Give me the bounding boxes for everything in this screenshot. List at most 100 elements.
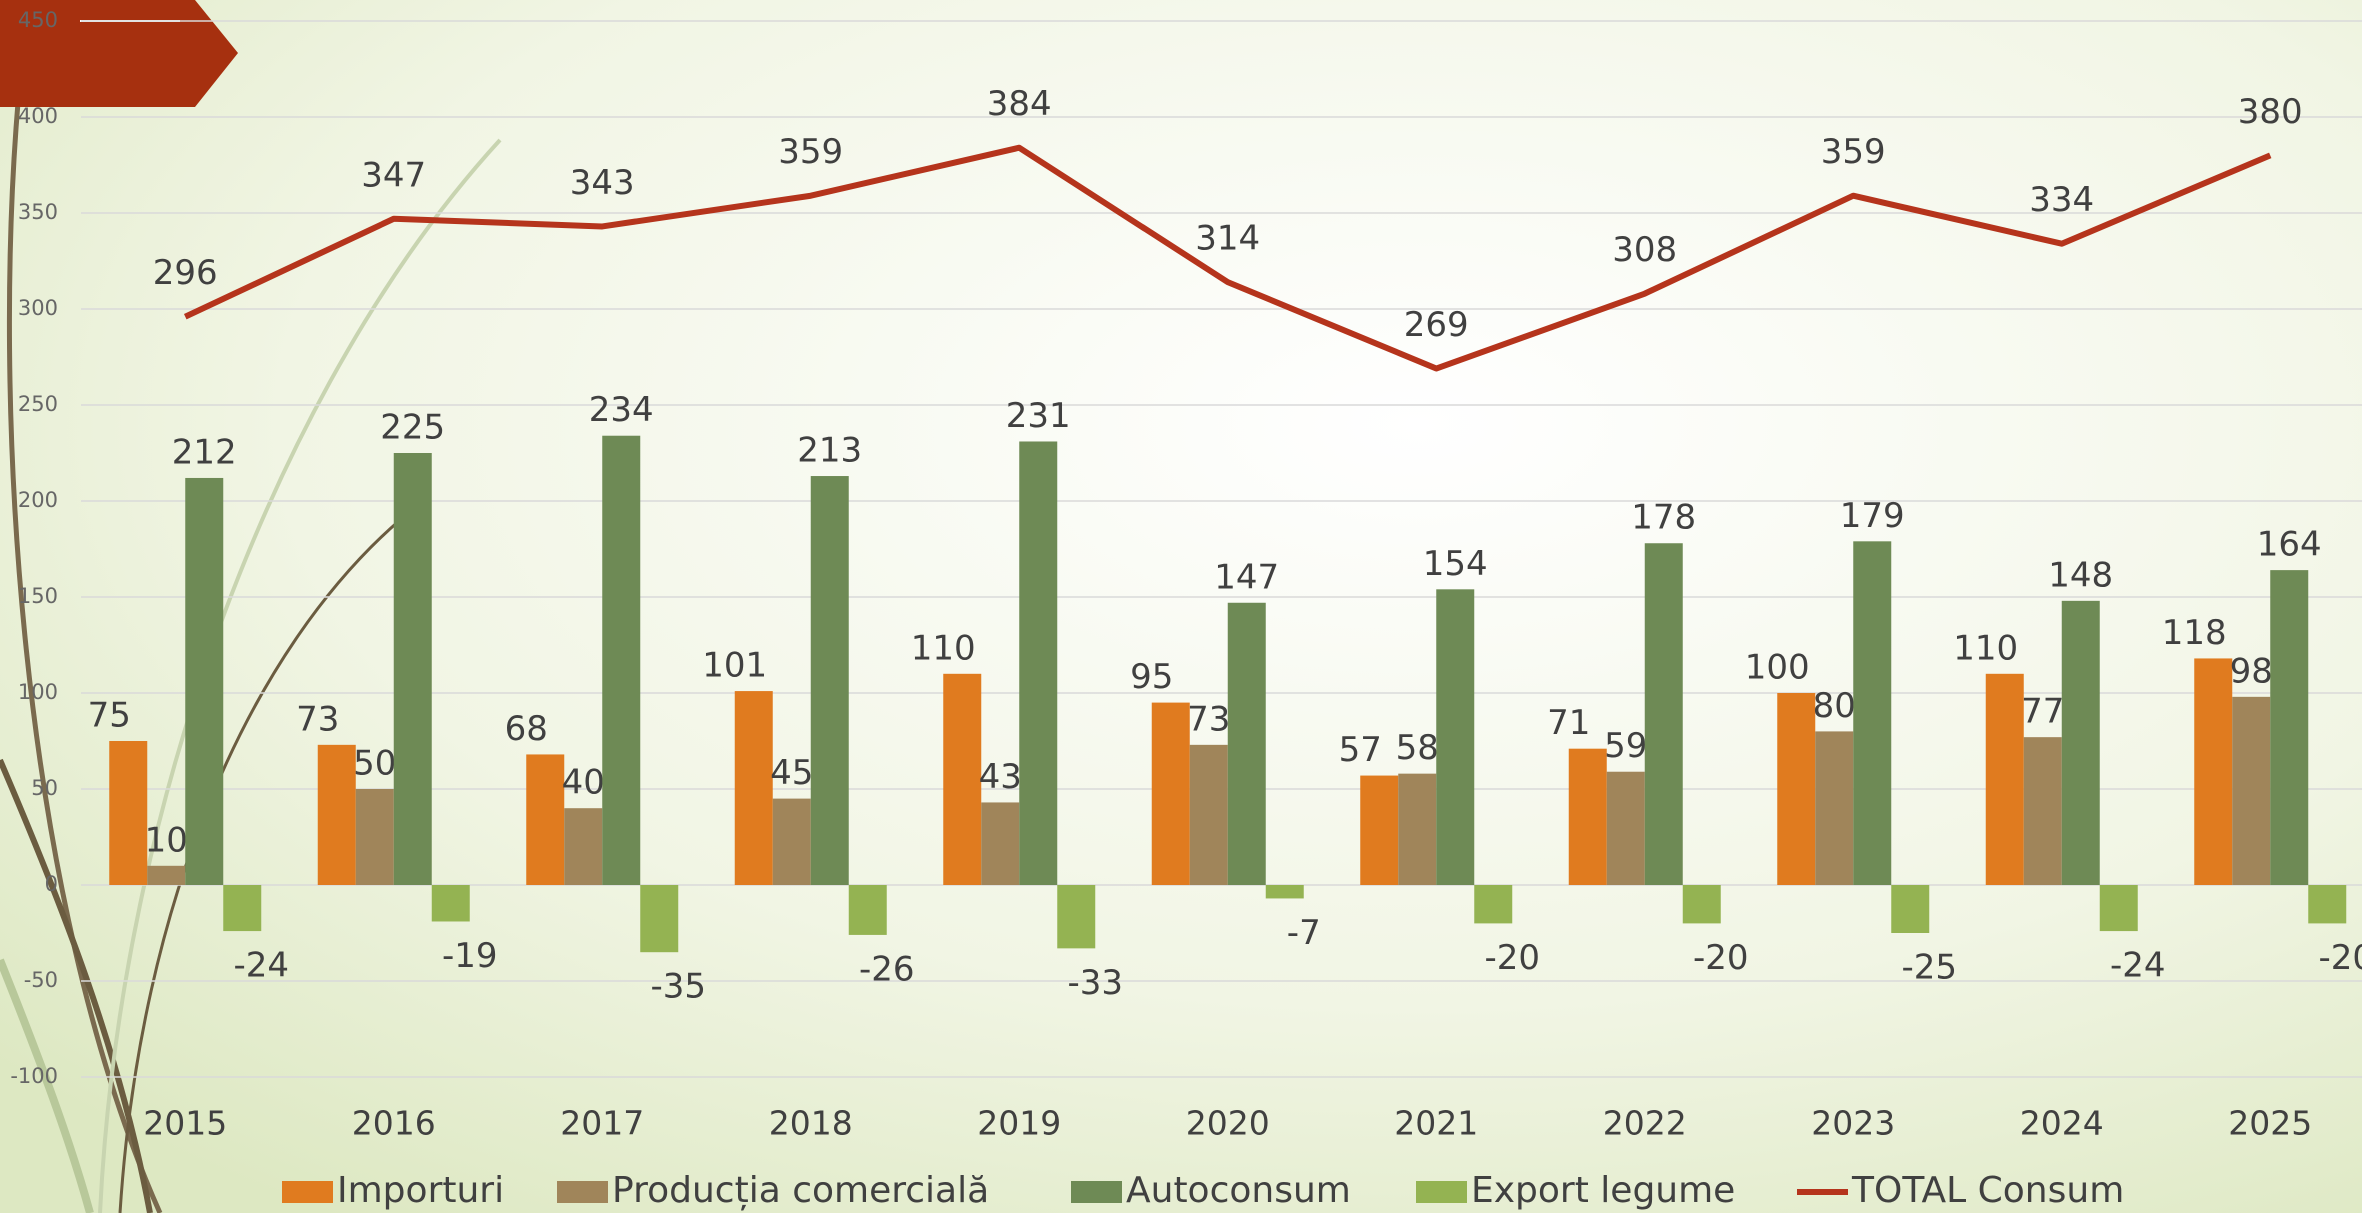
bar — [848, 885, 887, 935]
data-label: 110 — [1953, 628, 2018, 668]
data-label: 43 — [979, 757, 1022, 797]
bar — [2061, 600, 2100, 885]
data-label: 359 — [1821, 132, 1886, 172]
data-label: 343 — [570, 163, 635, 203]
data-label: 98 — [2230, 651, 2273, 691]
y-tick-label: 350 — [18, 200, 58, 224]
bar — [1436, 589, 1475, 885]
bar — [355, 789, 394, 885]
bar — [1644, 543, 1683, 885]
y-tick-label: 400 — [18, 104, 58, 128]
bar — [1777, 693, 1816, 885]
x-tick-label: 2020 — [1186, 1104, 1270, 1143]
data-label: 154 — [1423, 544, 1488, 584]
data-label: 179 — [1840, 496, 1905, 536]
data-label: -26 — [859, 949, 915, 989]
bar — [640, 885, 679, 953]
bar — [1853, 541, 1892, 885]
bar — [2270, 570, 2309, 885]
bar — [734, 691, 773, 885]
data-label: -24 — [2110, 946, 2166, 986]
data-label: 296 — [153, 253, 218, 293]
bar — [2023, 737, 2062, 885]
x-tick-label: 2016 — [352, 1104, 436, 1143]
data-label: 58 — [1396, 728, 1439, 768]
data-label: 359 — [778, 132, 843, 172]
bar — [526, 754, 565, 885]
y-tick-label: 450 — [18, 8, 58, 32]
data-label: 118 — [2162, 613, 2227, 653]
data-label: 334 — [2029, 180, 2094, 220]
x-tick-label: 2019 — [977, 1104, 1061, 1143]
y-tick-label: 0 — [45, 872, 58, 896]
data-label: 178 — [1631, 498, 1696, 538]
data-label: 57 — [1339, 730, 1382, 770]
y-tick-label: 200 — [18, 488, 58, 512]
data-label: 231 — [1006, 396, 1071, 436]
legend-swatch — [1416, 1181, 1467, 1203]
x-tick-label: 2015 — [143, 1104, 227, 1143]
data-label: 10 — [145, 820, 188, 860]
x-tick-label: 2024 — [2020, 1104, 2104, 1143]
data-label: 347 — [361, 155, 426, 195]
data-label: 384 — [987, 84, 1052, 124]
bar — [2308, 885, 2347, 924]
data-label: -20 — [2318, 938, 2362, 978]
data-label: 77 — [2021, 692, 2064, 732]
bar — [1815, 731, 1854, 885]
bar — [1568, 748, 1607, 885]
data-label: 100 — [1745, 648, 1810, 688]
bar — [772, 798, 811, 885]
data-label: 147 — [1214, 557, 1279, 597]
bar — [185, 477, 224, 885]
x-tick-label: 2017 — [560, 1104, 644, 1143]
legend-label: TOTAL Consum — [1851, 1170, 2124, 1211]
bar — [147, 865, 186, 885]
data-label: 148 — [2048, 555, 2113, 595]
bar — [431, 885, 470, 922]
data-label: -35 — [650, 967, 706, 1007]
y-tick-label: -50 — [24, 968, 58, 992]
data-label: 68 — [505, 709, 548, 749]
bar — [1985, 673, 2024, 885]
y-tick-label: 100 — [18, 680, 58, 704]
line — [183, 144, 2272, 372]
bar — [602, 435, 641, 885]
bar — [981, 802, 1020, 885]
data-label: 75 — [88, 696, 131, 736]
data-label: 314 — [1195, 219, 1260, 259]
bar — [1189, 744, 1228, 885]
data-label: 213 — [797, 431, 862, 471]
data-label: 234 — [589, 390, 654, 430]
data-label: -33 — [1067, 963, 1123, 1003]
data-label: 101 — [702, 646, 767, 686]
bar — [109, 741, 148, 885]
data-label: 73 — [296, 699, 339, 739]
bar — [1891, 885, 1930, 933]
header-banner — [0, 0, 238, 107]
bar — [2232, 696, 2271, 885]
data-label: 110 — [911, 628, 976, 668]
bar — [1682, 885, 1721, 924]
x-tick-label: 2025 — [2228, 1104, 2312, 1143]
data-label: -25 — [1901, 948, 1957, 988]
data-label: 95 — [1130, 657, 1173, 697]
data-label: 73 — [1187, 699, 1230, 739]
data-label: -24 — [233, 946, 289, 986]
bar — [317, 744, 356, 885]
legend-swatch — [557, 1181, 608, 1203]
legend-label: Autoconsum — [1126, 1170, 1351, 1211]
bar — [943, 673, 982, 885]
data-label: 80 — [1813, 686, 1856, 726]
data-label: 50 — [353, 744, 396, 784]
data-label: 40 — [562, 763, 605, 803]
y-tick-label: 150 — [18, 584, 58, 608]
bar — [393, 453, 432, 885]
bar — [1360, 775, 1399, 885]
bar — [1019, 441, 1058, 885]
bar — [2099, 885, 2138, 932]
data-label: -20 — [1484, 938, 1540, 978]
legend-swatch — [282, 1181, 333, 1203]
legend-swatch — [1071, 1181, 1122, 1203]
